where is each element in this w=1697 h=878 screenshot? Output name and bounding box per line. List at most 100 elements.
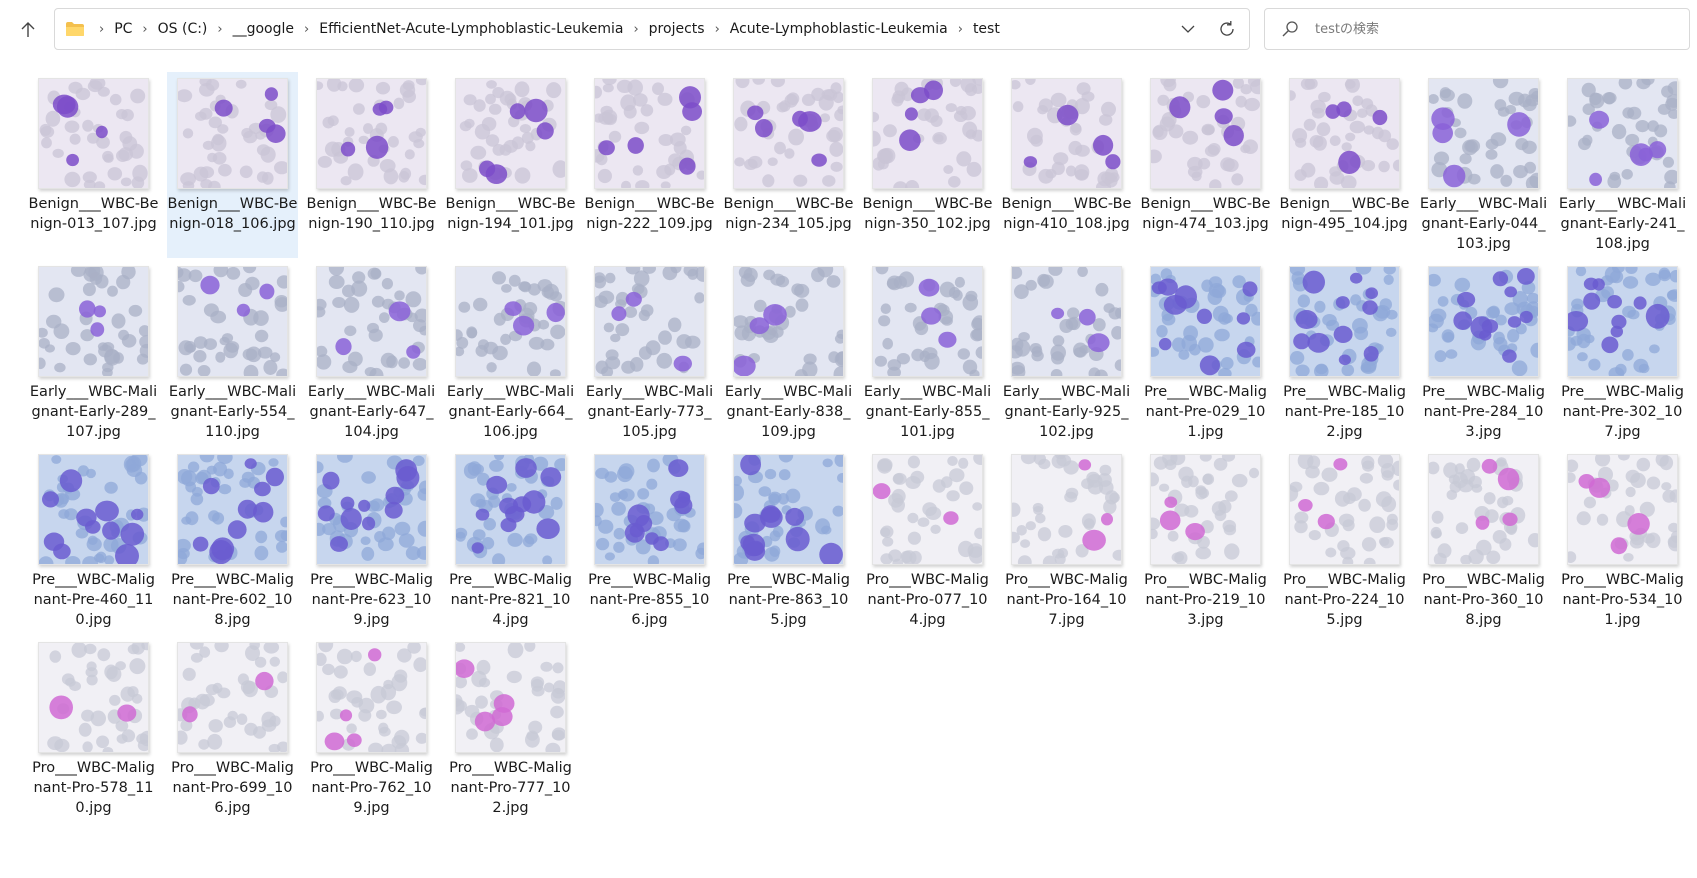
file-name: Early___WBC-Malignant-Early-241_108.jpg — [1558, 196, 1687, 252]
file-item[interactable]: Pro___WBC-Malignant-Pro-699_106.jpg — [167, 636, 298, 822]
file-item[interactable]: Pre___WBC-Malignant-Pre-302_107.jpg — [1557, 260, 1688, 446]
file-grid: Benign___WBC-Benign-013_107.jpg Benign___… — [28, 72, 1696, 824]
up-button[interactable] — [14, 16, 42, 44]
breadcrumb-separator-icon[interactable]: › — [217, 21, 223, 37]
file-item[interactable]: Pre___WBC-Malignant-Pre-460_110.jpg — [28, 448, 159, 634]
file-item[interactable]: Pre___WBC-Malignant-Pre-821_104.jpg — [445, 448, 576, 634]
image-thumbnail-frame — [38, 454, 149, 565]
image-thumbnail — [873, 267, 982, 376]
breadcrumb-separator-icon[interactable]: › — [714, 21, 720, 37]
image-thumbnail — [1151, 267, 1260, 376]
image-thumbnail-frame — [316, 266, 427, 377]
breadcrumb-separator-icon[interactable]: › — [99, 21, 105, 37]
breadcrumb-separator-icon[interactable]: › — [633, 21, 639, 37]
image-thumbnail-frame — [177, 454, 288, 565]
file-item[interactable]: Pre___WBC-Malignant-Pre-284_103.jpg — [1418, 260, 1549, 446]
file-item[interactable]: Early___WBC-Malignant-Early-554_110.jpg — [167, 260, 298, 446]
image-thumbnail — [317, 267, 426, 376]
file-item[interactable]: Benign___WBC-Benign-013_107.jpg — [28, 72, 159, 258]
file-item[interactable]: Pro___WBC-Malignant-Pro-224_105.jpg — [1279, 448, 1410, 634]
image-thumbnail — [178, 455, 287, 564]
file-item[interactable]: Benign___WBC-Benign-474_103.jpg — [1140, 72, 1271, 258]
image-thumbnail — [1290, 267, 1399, 376]
search-box[interactable] — [1264, 8, 1690, 50]
image-thumbnail-frame — [1567, 78, 1678, 189]
breadcrumb-item[interactable]: EfficientNet-Acute-Lymphoblastic-Leukemi… — [319, 21, 624, 37]
file-item[interactable]: Pro___WBC-Malignant-Pro-777_102.jpg — [445, 636, 576, 822]
file-name: Pre___WBC-Malignant-Pre-863_105.jpg — [727, 572, 850, 628]
search-input[interactable] — [1313, 20, 1637, 38]
file-item[interactable]: Early___WBC-Malignant-Early-838_109.jpg — [723, 260, 854, 446]
file-item[interactable]: Early___WBC-Malignant-Early-664_106.jpg — [445, 260, 576, 446]
image-thumbnail-frame — [177, 642, 288, 753]
breadcrumb-separator-icon[interactable]: › — [304, 21, 310, 37]
file-name: Early___WBC-Malignant-Early-925_102.jpg — [1002, 384, 1131, 440]
breadcrumb-separator-icon[interactable]: › — [957, 21, 963, 37]
file-item[interactable]: Pro___WBC-Malignant-Pro-578_110.jpg — [28, 636, 159, 822]
file-item[interactable]: Pro___WBC-Malignant-Pro-219_103.jpg — [1140, 448, 1271, 634]
image-thumbnail — [1012, 79, 1121, 188]
image-thumbnail — [873, 455, 982, 564]
file-item[interactable]: Early___WBC-Malignant-Early-855_101.jpg — [862, 260, 993, 446]
file-item[interactable]: Pre___WBC-Malignant-Pre-863_105.jpg — [723, 448, 854, 634]
image-thumbnail — [734, 79, 843, 188]
breadcrumb-item[interactable]: __google — [232, 21, 295, 37]
file-item[interactable]: Benign___WBC-Benign-222_109.jpg — [584, 72, 715, 258]
file-name: Pre___WBC-Malignant-Pre-821_104.jpg — [449, 572, 572, 628]
file-name: Pre___WBC-Malignant-Pre-460_110.jpg — [32, 572, 155, 628]
file-item[interactable]: Early___WBC-Malignant-Early-241_108.jpg — [1557, 72, 1688, 258]
image-thumbnail-frame — [733, 454, 844, 565]
file-item[interactable]: Early___WBC-Malignant-Early-773_105.jpg — [584, 260, 715, 446]
image-thumbnail — [1429, 79, 1538, 188]
file-name: Pre___WBC-Malignant-Pre-284_103.jpg — [1422, 384, 1545, 440]
image-thumbnail-frame — [1567, 454, 1678, 565]
breadcrumb-item[interactable]: Acute-Lymphoblastic-Leukemia — [729, 21, 948, 37]
file-item[interactable]: Pre___WBC-Malignant-Pre-602_108.jpg — [167, 448, 298, 634]
breadcrumb-item[interactable]: projects — [648, 21, 705, 37]
file-item[interactable]: Pro___WBC-Malignant-Pro-164_107.jpg — [1001, 448, 1132, 634]
address-bar[interactable]: › PC › OS (C:) › __google › EfficientNet-Acute-… — [54, 8, 1250, 50]
image-thumbnail — [595, 267, 704, 376]
image-thumbnail — [39, 79, 148, 188]
file-item[interactable]: Benign___WBC-Benign-194_101.jpg — [445, 72, 576, 258]
file-item[interactable]: Early___WBC-Malignant-Early-289_107.jpg — [28, 260, 159, 446]
refresh-icon — [1220, 21, 1234, 36]
breadcrumb-item[interactable]: test — [972, 21, 1000, 37]
file-item[interactable]: Benign___WBC-Benign-410_108.jpg — [1001, 72, 1132, 258]
image-thumbnail-frame — [1289, 454, 1400, 565]
file-name: Pro___WBC-Malignant-Pro-578_110.jpg — [32, 760, 155, 816]
file-item[interactable]: Benign___WBC-Benign-495_104.jpg — [1279, 72, 1410, 258]
image-thumbnail — [456, 643, 565, 752]
file-item[interactable]: Pro___WBC-Malignant-Pro-762_109.jpg — [306, 636, 437, 822]
file-item[interactable]: Early___WBC-Malignant-Early-925_102.jpg — [1001, 260, 1132, 446]
address-dropdown-button[interactable] — [1171, 9, 1205, 49]
file-item[interactable]: Pre___WBC-Malignant-Pre-029_101.jpg — [1140, 260, 1271, 446]
image-thumbnail-frame — [1011, 266, 1122, 377]
breadcrumb-separator-icon[interactable]: › — [142, 21, 148, 37]
refresh-button[interactable] — [1205, 9, 1249, 49]
image-thumbnail — [39, 455, 148, 564]
image-thumbnail-frame — [1428, 78, 1539, 189]
file-item[interactable]: Benign___WBC-Benign-190_110.jpg — [306, 72, 437, 258]
file-item[interactable]: Pro___WBC-Malignant-Pro-534_101.jpg — [1557, 448, 1688, 634]
file-item[interactable]: Benign___WBC-Benign-234_105.jpg — [723, 72, 854, 258]
image-thumbnail-frame — [872, 266, 983, 377]
file-item[interactable]: Pro___WBC-Malignant-Pro-360_108.jpg — [1418, 448, 1549, 634]
file-item[interactable]: Pre___WBC-Malignant-Pre-185_102.jpg — [1279, 260, 1410, 446]
file-item[interactable]: Benign___WBC-Benign-350_102.jpg — [862, 72, 993, 258]
file-item[interactable]: Benign___WBC-Benign-018_106.jpg — [167, 72, 298, 258]
file-item[interactable]: Pro___WBC-Malignant-Pro-077_104.jpg — [862, 448, 993, 634]
file-item[interactable]: Early___WBC-Malignant-Early-647_104.jpg — [306, 260, 437, 446]
image-thumbnail — [1429, 267, 1538, 376]
file-name: Benign___WBC-Benign-222_109.jpg — [584, 196, 715, 232]
breadcrumb-item[interactable]: PC — [114, 21, 133, 37]
breadcrumb-item[interactable]: OS (C:) — [157, 21, 208, 37]
image-thumbnail — [317, 79, 426, 188]
file-name: Early___WBC-Malignant-Early-554_110.jpg — [168, 384, 297, 440]
image-thumbnail-frame — [733, 78, 844, 189]
file-item[interactable]: Pre___WBC-Malignant-Pre-855_106.jpg — [584, 448, 715, 634]
file-item[interactable]: Pre___WBC-Malignant-Pre-623_109.jpg — [306, 448, 437, 634]
file-name: Early___WBC-Malignant-Early-044_103.jpg — [1419, 196, 1548, 252]
file-item[interactable]: Early___WBC-Malignant-Early-044_103.jpg — [1418, 72, 1549, 258]
file-view[interactable]: Benign___WBC-Benign-013_107.jpg Benign___… — [0, 60, 1697, 878]
